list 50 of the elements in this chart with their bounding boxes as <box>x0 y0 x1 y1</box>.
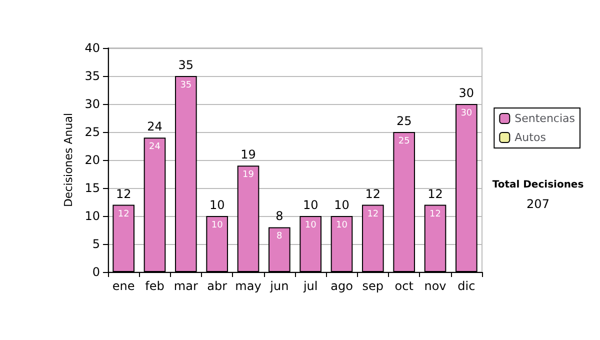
total-label: 25 <box>396 114 412 128</box>
y-tick-label: 15 <box>84 181 100 195</box>
x-tick-label: jul <box>302 279 318 293</box>
total-label: 19 <box>240 148 256 162</box>
y-tick-label: 0 <box>92 265 100 279</box>
x-tick-label: oct <box>394 279 414 293</box>
total-label: 10 <box>209 198 225 212</box>
y-axis-title: Decisiones Anual <box>62 112 75 208</box>
y-tick-label: 40 <box>84 41 100 55</box>
data-label: 10 <box>304 220 317 230</box>
y-tick-label: 5 <box>92 237 100 251</box>
y-tick-label: 10 <box>84 209 100 223</box>
total-label: 12 <box>116 186 132 201</box>
legend-label: Sentencias <box>514 112 576 125</box>
x-tick-label: ago <box>330 279 353 293</box>
text: Total Decisiones <box>492 180 584 190</box>
total-label: 24 <box>147 120 162 134</box>
data-label: 24 <box>149 142 161 152</box>
text: 207 <box>526 197 550 211</box>
data-label: 10 <box>211 220 224 230</box>
data-label: 19 <box>242 170 254 180</box>
y-tick-label: 25 <box>84 125 100 139</box>
total-label: 8 <box>276 209 284 224</box>
total-label: 12 <box>365 186 381 201</box>
total-label: 10 <box>334 198 350 212</box>
data-label: 8 <box>276 232 283 242</box>
data-label: 12 <box>367 209 379 220</box>
x-tick-label: ene <box>112 279 135 293</box>
data-label: 12 <box>118 209 130 220</box>
y-tick-label: 30 <box>84 97 100 111</box>
x-tick-label: may <box>235 279 262 293</box>
total-label: 35 <box>178 58 194 72</box>
y-tick-label: 35 <box>84 69 100 83</box>
x-tick-label: sep <box>362 279 384 293</box>
total-label: 30 <box>458 86 474 100</box>
x-tick-label: feb <box>145 279 164 293</box>
data-label: 35 <box>180 80 192 90</box>
x-tick-label: abr <box>207 279 228 293</box>
legend-label: Autos <box>514 131 546 144</box>
x-tick-label: nov <box>424 279 446 293</box>
x-tick-label: dic <box>458 279 476 293</box>
x-tick-label: jun <box>269 279 289 293</box>
x-tick-label: mar <box>174 279 198 293</box>
data-label: 10 <box>336 220 348 230</box>
total-label: 10 <box>302 198 318 212</box>
data-label: 25 <box>398 136 410 146</box>
total-label: 12 <box>428 186 443 201</box>
y-tick-label: 20 <box>84 153 100 167</box>
data-label: 30 <box>460 108 472 118</box>
data-label: 12 <box>430 209 441 220</box>
